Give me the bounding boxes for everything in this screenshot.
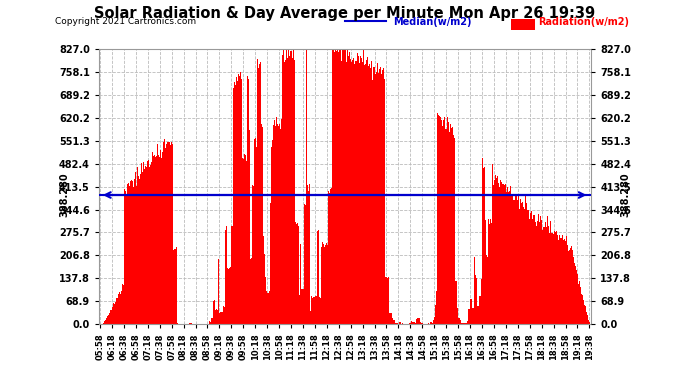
Text: Solar Radiation & Day Average per Minute Mon Apr 26 19:39: Solar Radiation & Day Average per Minute… (95, 6, 595, 21)
Text: Copyright 2021 Cartronics.com: Copyright 2021 Cartronics.com (55, 17, 197, 26)
Text: 388.280: 388.280 (620, 173, 631, 217)
Text: 388.280: 388.280 (59, 173, 70, 217)
Text: Radiation(w/m2): Radiation(w/m2) (538, 17, 629, 27)
Text: Median(w/m2): Median(w/m2) (393, 17, 472, 27)
